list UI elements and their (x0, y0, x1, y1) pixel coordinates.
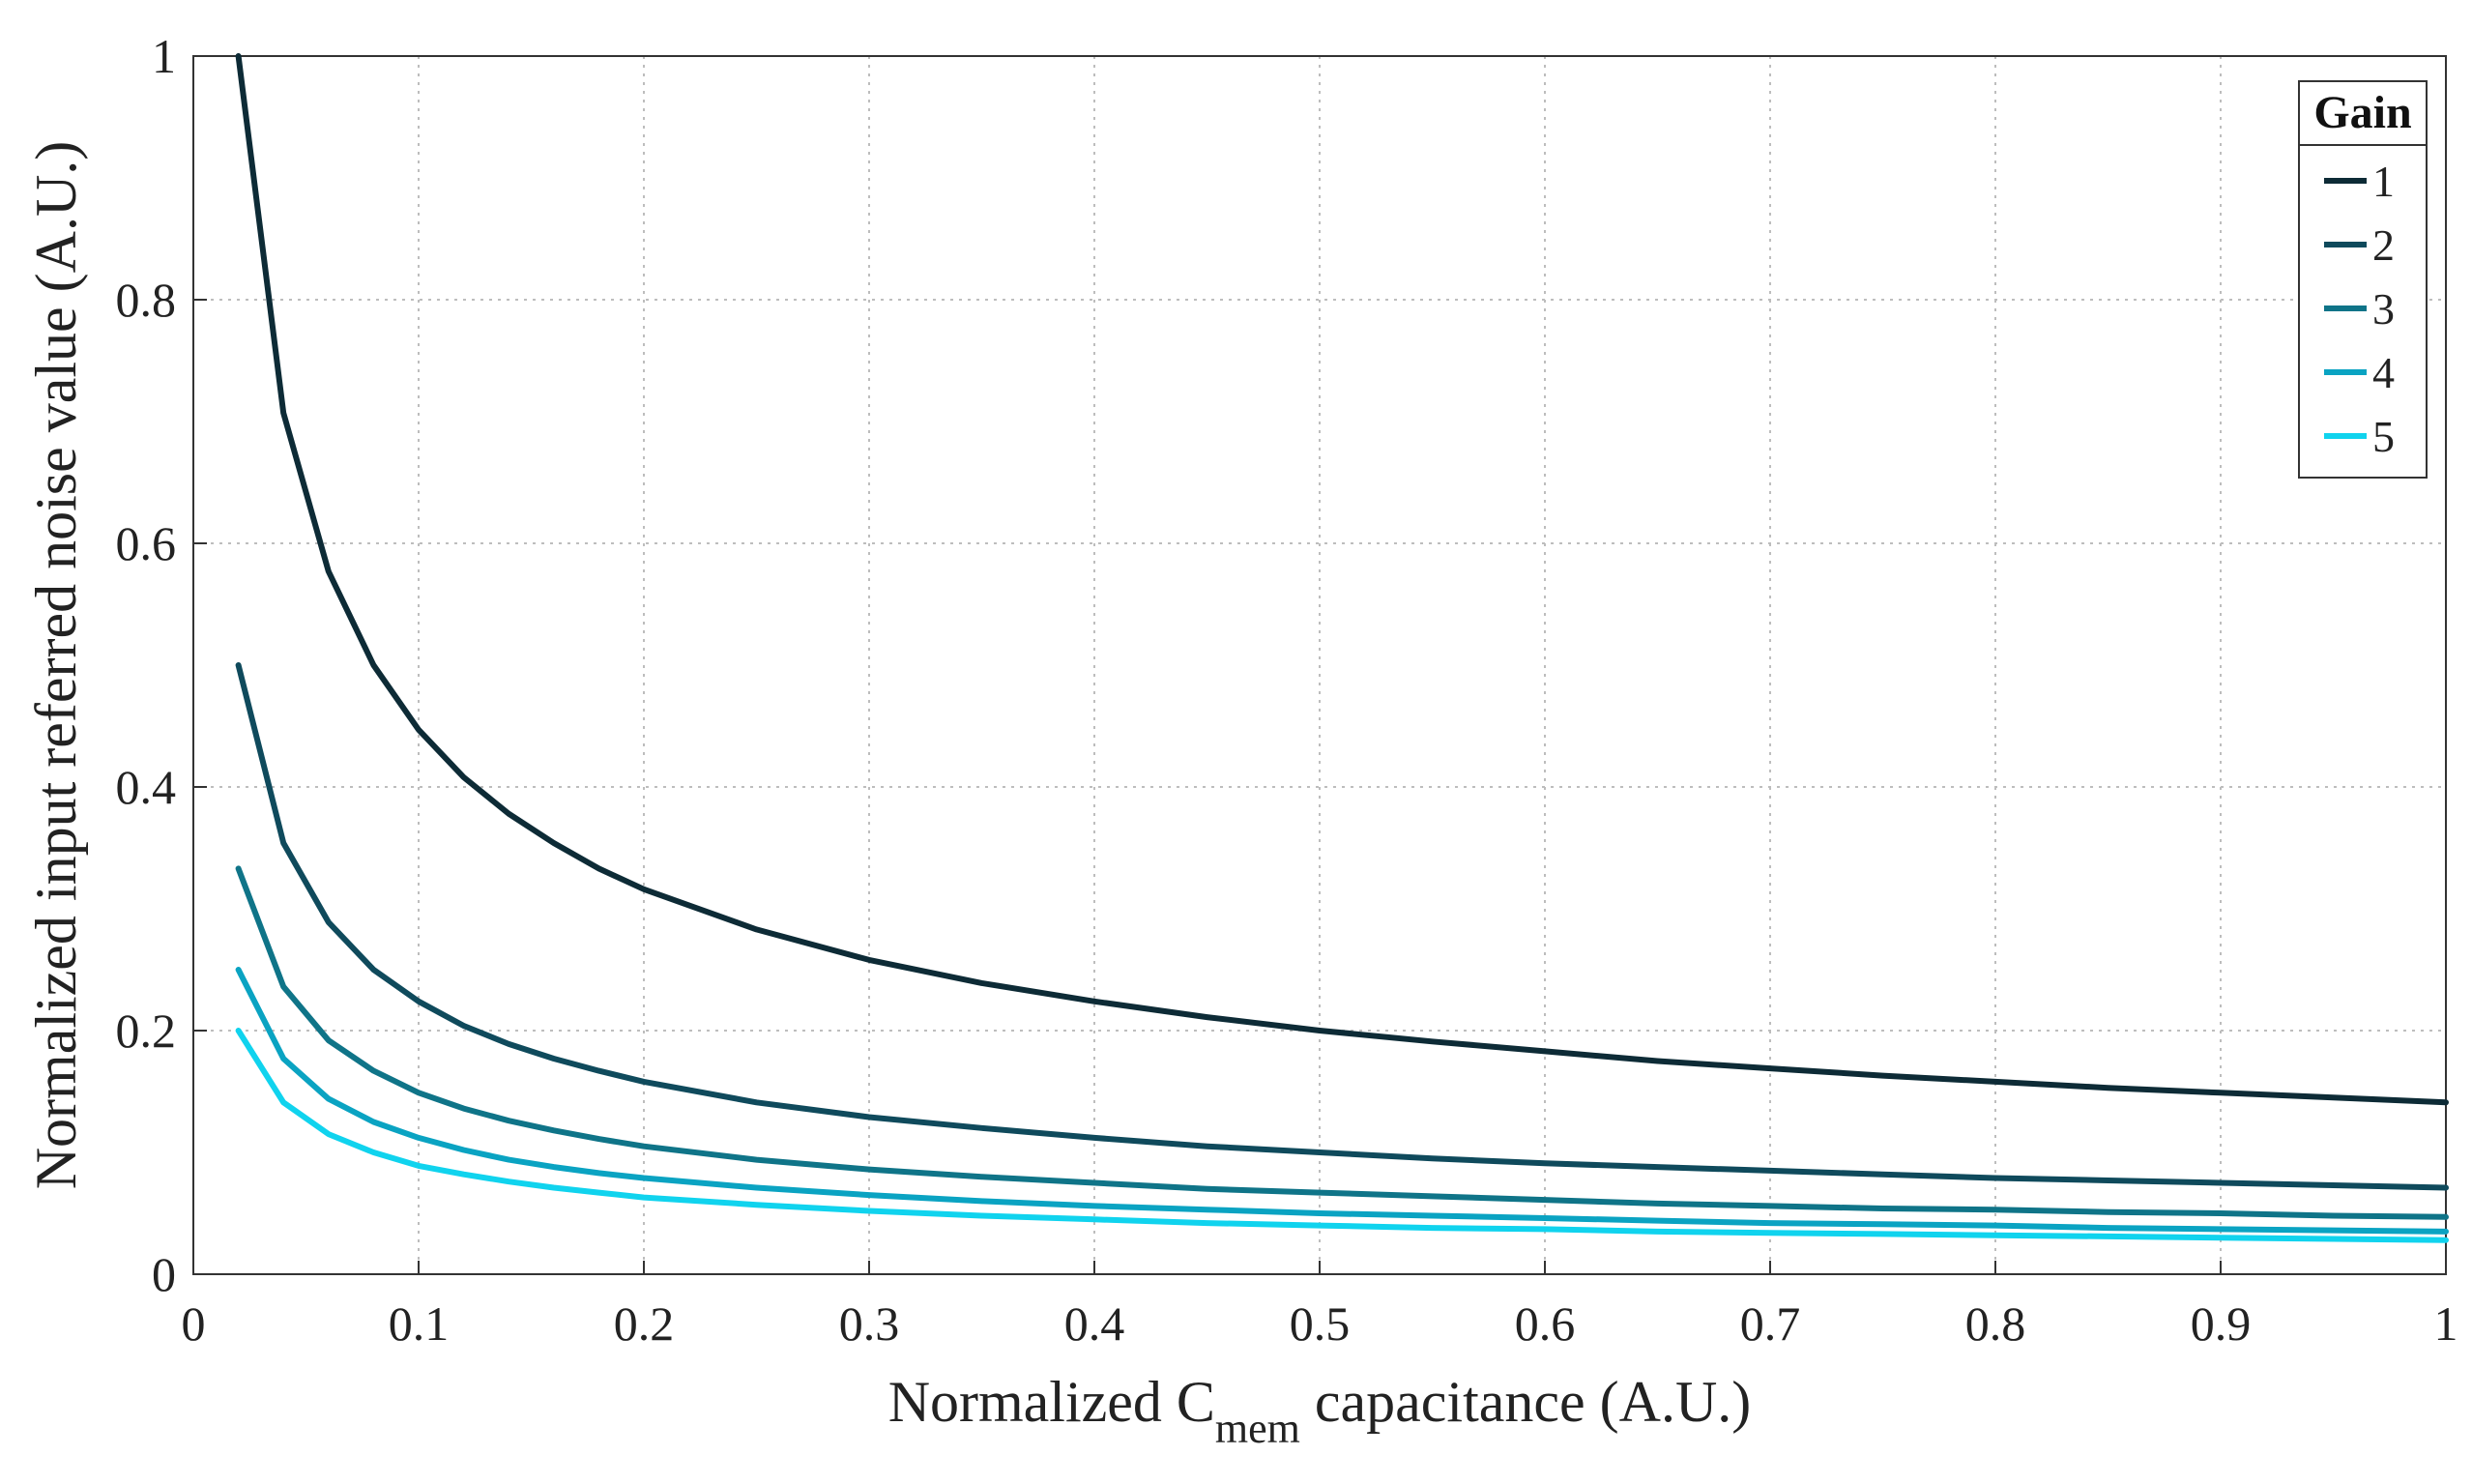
x-axis-title: Normalized Cmem capacitance (A.U.) (888, 1370, 1752, 1452)
series-line-gain-1 (235, 53, 2449, 1106)
series-line-gain-3 (235, 865, 2449, 1220)
x-axis-title-subscript: mem (1215, 1405, 1300, 1452)
series-line-gain-2 (235, 662, 2449, 1191)
legend: Gain 1 2 3 4 5 (2298, 80, 2428, 479)
legend-label-gain-4: 4 (2372, 348, 2395, 397)
legend-items: 1 2 3 4 5 (2324, 157, 2395, 461)
x-tick-label: 0.4 (1064, 1296, 1125, 1351)
legend-label-gain-2: 2 (2372, 220, 2395, 270)
x-tick-label: 0.8 (1965, 1296, 2026, 1351)
x-tick-label: 1 (2434, 1296, 2458, 1351)
x-tick-label: 0 (182, 1296, 206, 1351)
y-axis-title: Normalized input referred noise value (A… (24, 141, 88, 1190)
legend-title: Gain (2313, 87, 2411, 138)
grid (192, 55, 2447, 1275)
x-tick-label: 0.6 (1515, 1296, 1576, 1351)
series-line-gain-4 (235, 967, 2449, 1235)
y-tick-label: 0.8 (116, 273, 177, 327)
legend-label-gain-1: 1 (2372, 157, 2395, 206)
x-axis-title-suffix: capacitance (A.U.) (1300, 1370, 1751, 1434)
y-tick-label: 0.2 (116, 1004, 177, 1058)
x-tick-label: 0.9 (2191, 1296, 2252, 1351)
legend-label-gain-3: 3 (2372, 284, 2395, 334)
x-tick-label: 0.7 (1740, 1296, 1801, 1351)
y-tick-label: 0.4 (116, 760, 177, 814)
y-tick-label: 0 (152, 1247, 176, 1301)
legend-label-gain-5: 5 (2372, 412, 2395, 461)
x-tick-label: 0.5 (1290, 1296, 1351, 1351)
x-tick-label: 0.1 (389, 1296, 450, 1351)
x-axis: 0 0.1 0.2 0.3 0.4 0.5 0.6 0.7 0.8 0.9 1 (182, 1261, 2458, 1351)
x-tick-label: 0.3 (839, 1296, 900, 1351)
x-axis-title-prefix: Normalized C (888, 1370, 1215, 1434)
legend-box (2298, 80, 2428, 479)
series-line-gain-5 (235, 1028, 2449, 1243)
y-tick-label: 0.6 (116, 516, 177, 570)
series-group (235, 53, 2449, 1243)
x-tick-label: 0.2 (614, 1296, 675, 1351)
y-axis: 0 0.2 0.4 0.6 0.8 1 (116, 29, 207, 1301)
y-tick-label: 1 (152, 29, 176, 83)
